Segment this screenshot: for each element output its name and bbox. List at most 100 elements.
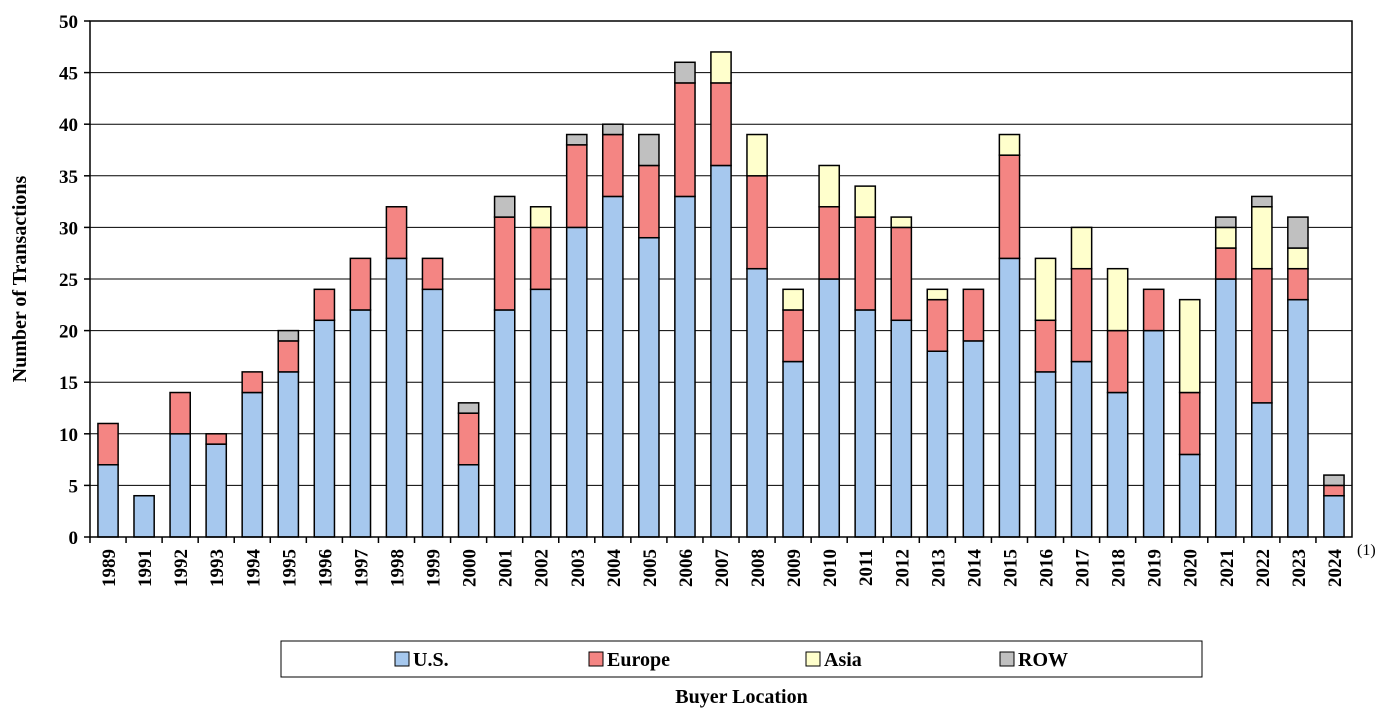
x-tick-label: 2002: [532, 549, 553, 587]
x-tick-label: 2024: [1325, 549, 1346, 588]
x-tick-label: 2019: [1145, 549, 1166, 587]
bar-segment-asia-2011: [854, 185, 877, 218]
x-tick-label: 2015: [1000, 549, 1021, 587]
legend-label: U.S.: [413, 649, 449, 671]
bar-segment-row-2022: [1251, 195, 1273, 208]
bar-segment-europe-2000: [457, 412, 480, 466]
bar-segment-us-2011: [854, 309, 877, 538]
x-tick-label: 2007: [712, 549, 733, 588]
bar-segment-europe-2011: [854, 216, 877, 311]
bar-segment-asia-2012: [890, 216, 913, 229]
bar-segment-asia-2023: [1287, 247, 1309, 270]
y-tick-label: 5: [69, 476, 79, 497]
bar-segment-us-1989: [97, 464, 119, 538]
bar-segment-europe-2010: [818, 206, 841, 280]
bar-segment-asia-2007: [710, 51, 732, 84]
bar-segment-europe-1999: [421, 257, 444, 291]
y-tick-label: 20: [59, 322, 78, 343]
y-tick-label: 45: [59, 64, 78, 85]
bar-segment-europe-2012: [890, 226, 913, 322]
bar-segment-europe-2006: [674, 82, 696, 198]
x-tick-labels: 1989 1991 1992 1993 1994 1995 1996 1997 1998 1999…: [89, 537, 1346, 588]
bar-segment-europe-2004: [601, 133, 624, 198]
bar-segment-us-2007: [710, 164, 732, 538]
bar-segment-us-1998: [385, 257, 408, 538]
bar-segment-europe-2015: [998, 154, 1021, 260]
bar-segment-europe-1998: [385, 206, 408, 260]
bar-segment-europe-2019: [1142, 288, 1165, 332]
x-tick-label: 2006: [676, 549, 697, 587]
y-tick-label: 50: [59, 12, 78, 33]
bar-segment-us-2000: [457, 464, 480, 538]
bar-segment-us-1991: [133, 494, 155, 538]
bar-segment-row-2004: [601, 123, 624, 136]
bar-segment-asia-2008: [746, 133, 768, 177]
bar-segment-europe-1996: [313, 288, 336, 322]
x-tick-label: 2010: [820, 549, 841, 587]
bar-segment-europe-2002: [529, 226, 552, 291]
x-tick-label: 2011: [856, 549, 877, 586]
bar-segment-us-2022: [1251, 402, 1273, 538]
bar-segment-us-2016: [1034, 371, 1057, 538]
x-tick-label: 2016: [1037, 549, 1058, 587]
bar-segment-europe-2009: [782, 309, 804, 363]
bar-segment-europe-1992: [169, 391, 191, 435]
x-tick-label: 1999: [424, 549, 445, 587]
bar-segment-row-2001: [493, 195, 516, 218]
bar-segment-europe-2013: [926, 298, 949, 352]
legend-swatch-europe: [588, 651, 604, 667]
bar-segment-asia-2002: [529, 206, 552, 229]
x-tick-label: 1994: [243, 549, 264, 588]
legend-swatch-row: [999, 651, 1015, 667]
bar-segment-europe-2021: [1214, 247, 1237, 280]
y-tick-label: 30: [59, 218, 78, 239]
bar-segment-us-2009: [782, 360, 804, 538]
bar-segment-us-1993: [205, 443, 228, 538]
bar-segment-us-1997: [349, 309, 372, 538]
bar-segment-row-2005: [638, 133, 660, 167]
bar-segment-row-2024: [1323, 474, 1345, 487]
y-axis-title: Number of Transactions: [9, 175, 31, 382]
bar-segment-us-2001: [493, 309, 516, 538]
x-tick-label: 1996: [315, 549, 336, 587]
x-tick-label: 2003: [568, 549, 589, 587]
bar-segment-row-2000: [457, 402, 480, 414]
x-tick-label: 1992: [171, 549, 192, 587]
x-tick-label: 1989: [99, 549, 120, 587]
bar-segment-row-2023: [1287, 216, 1309, 249]
bar-segment-europe-2007: [710, 82, 732, 167]
bar-segment-europe-2020: [1178, 391, 1201, 456]
x-tick-label: 2008: [748, 549, 769, 587]
bar-segment-us-2008: [746, 267, 768, 538]
bar-segment-us-2015: [998, 257, 1021, 538]
bar-segment-europe-1989: [97, 422, 119, 466]
bar-segment-asia-2017: [1070, 226, 1093, 270]
bar-segment-us-2010: [818, 278, 841, 538]
bar-segment-us-2014: [962, 340, 985, 538]
legend-label: ROW: [1018, 649, 1068, 671]
x-tick-label: 2012: [892, 549, 913, 587]
bar-segment-europe-2001: [493, 216, 516, 311]
bar-segment-europe-1994: [241, 371, 264, 394]
bar-segment-us-2012: [890, 319, 913, 538]
legend-swatch-asia: [805, 651, 821, 667]
bar-segment-asia-2020: [1178, 298, 1201, 394]
x-tick-label: 2009: [784, 549, 805, 587]
bar-segment-us-2020: [1178, 453, 1201, 538]
bar-segment-europe-2018: [1106, 329, 1129, 394]
bar-segment-us-2017: [1070, 360, 1093, 538]
legend: U.S. Europe Asia ROW: [280, 640, 1203, 678]
bar-segment-us-1996: [313, 319, 336, 538]
x-tick-label: 2013: [928, 549, 949, 587]
x-tick-label: 2004: [604, 549, 625, 588]
bar-segment-us-2018: [1106, 391, 1129, 538]
y-tick-label: 0: [69, 528, 79, 549]
bar-segment-asia-2015: [998, 133, 1021, 156]
x-tick-label: 2018: [1109, 549, 1130, 587]
bar-segment-us-2024: [1323, 494, 1345, 538]
legend-label: Europe: [607, 649, 670, 671]
legend-title: Buyer Location: [675, 686, 807, 708]
y-tick-labels: 0 5 10 15 20 25 30 35 40 45 50: [59, 12, 90, 549]
